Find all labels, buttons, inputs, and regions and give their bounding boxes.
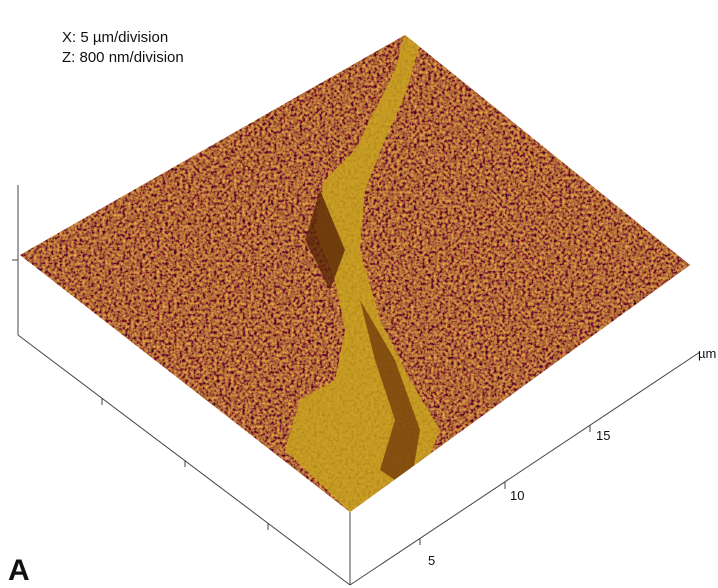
afm-image: X: 5 µm/division Z: 800 nm/division 5 10…: [0, 0, 718, 588]
tick-label: 15: [596, 428, 610, 443]
tick-label: 5: [428, 553, 435, 568]
tick-label: 10: [510, 488, 524, 503]
z-scale: Z: 800 nm/division: [62, 49, 184, 66]
surface: [0, 0, 718, 588]
x-scale: X: 5 µm/division: [62, 29, 168, 46]
panel-label: A: [8, 554, 30, 587]
unit-label: µm: [698, 346, 716, 361]
